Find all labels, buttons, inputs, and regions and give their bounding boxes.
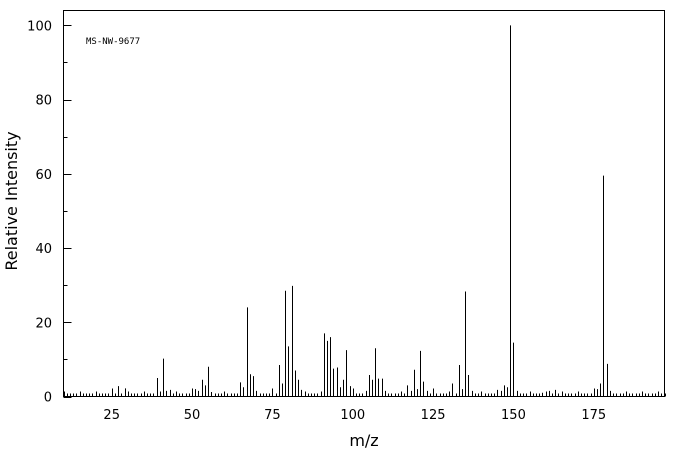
peak-series	[118, 25, 611, 397]
y-tick-label: 20	[35, 316, 52, 331]
y-axis: 0 20 40 60 80 100	[27, 19, 72, 406]
x-tick-label: 50	[184, 408, 201, 423]
x-axis-title: m/z	[349, 431, 378, 450]
y-tick-label: 0	[44, 391, 52, 406]
y-tick-label: 40	[35, 242, 52, 257]
plot-frame	[63, 10, 665, 397]
x-tick-label: 175	[581, 408, 606, 423]
x-tick-label: 125	[421, 408, 446, 423]
x-tick-label: 150	[501, 408, 526, 423]
x-axis: 25 50 75 100 125 150 175	[64, 388, 666, 423]
x-tick-label: 75	[264, 408, 281, 423]
x-tick-label: 25	[103, 408, 120, 423]
spectrum-annotation: MS-NW-9677	[86, 37, 140, 47]
x-tick-label: 100	[340, 408, 365, 423]
y-tick-label: 80	[35, 94, 52, 109]
y-tick-label: 100	[27, 19, 52, 34]
y-tick-label: 60	[35, 168, 52, 183]
y-axis-title: Relative Intensity	[2, 131, 21, 270]
